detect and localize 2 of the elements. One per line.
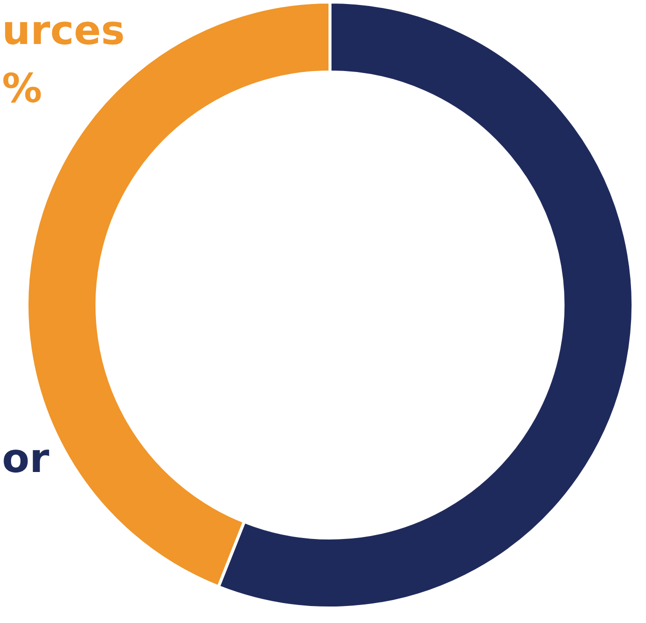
text: or — [2, 436, 50, 482]
text: urces % — [2, 8, 125, 112]
